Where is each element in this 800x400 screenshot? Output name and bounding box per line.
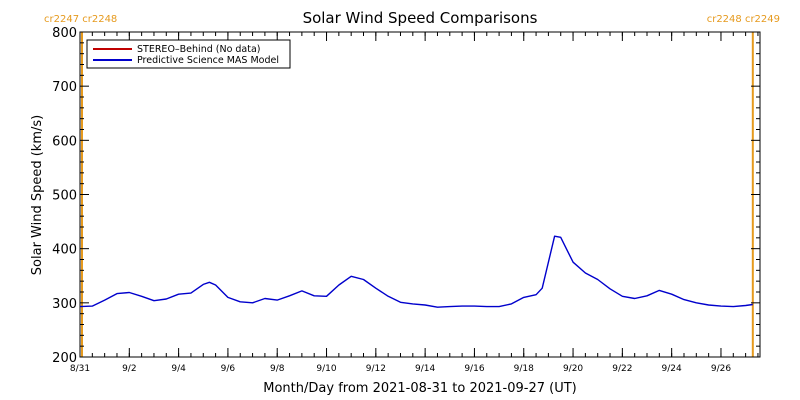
x-tick-label: 9/20 [563,364,583,374]
legend-label-stereo-behind: STEREO–Behind (No data) [137,44,261,55]
y-tick-label: 500 [52,189,77,204]
x-tick-label: 9/12 [366,364,386,374]
carrington-label-right: cr2248 cr2249 [707,14,780,25]
legend: STEREO–Behind (No data) Predictive Scien… [86,39,291,69]
legend-box [86,39,291,69]
x-axis-label: Month/Day from 2021-08-31 to 2021-09-27 … [263,381,576,396]
y-tick-label: 800 [52,26,77,41]
chart-title: Solar Wind Speed Comparisons [303,9,538,27]
legend-label-mas-model: Predictive Science MAS Model [137,55,279,66]
x-tick-label: 9/22 [612,364,632,374]
y-tick-label: 600 [52,134,77,149]
x-tick-label: 9/4 [171,364,186,374]
y-tick-label: 700 [52,80,77,95]
y-axis-ticks: 200 300 400 500 600 700 800 [52,26,760,366]
x-axis-ticks: 8/31 9/2 9/4 9/6 9/8 9/10 9/12 9/14 9/16 9/18 9/20… [70,32,759,374]
carrington-label-left: cr2247 cr2248 [44,14,117,25]
x-tick-label: 9/2 [122,364,136,374]
y-tick-label: 400 [52,243,77,258]
y-tick-label: 200 [52,351,77,366]
series-layer [79,235,753,308]
x-tick-label: 9/6 [221,364,236,374]
x-tick-label: 9/8 [270,364,285,374]
plot-frame [79,31,761,358]
x-tick-label: 9/14 [415,364,435,374]
y-tick-label: 300 [52,297,77,312]
x-tick-label: 9/26 [711,364,731,374]
series-line-mas-model [79,235,753,308]
y-axis-label: Solar Wind Speed (km/s) [30,115,45,275]
x-tick-label: 9/16 [464,364,484,374]
x-tick-label: 9/18 [514,364,534,374]
x-tick-label: 9/24 [662,364,682,374]
x-tick-label: 9/10 [316,364,336,374]
carrington-markers [81,32,754,357]
x-tick-label: 8/31 [70,364,90,374]
